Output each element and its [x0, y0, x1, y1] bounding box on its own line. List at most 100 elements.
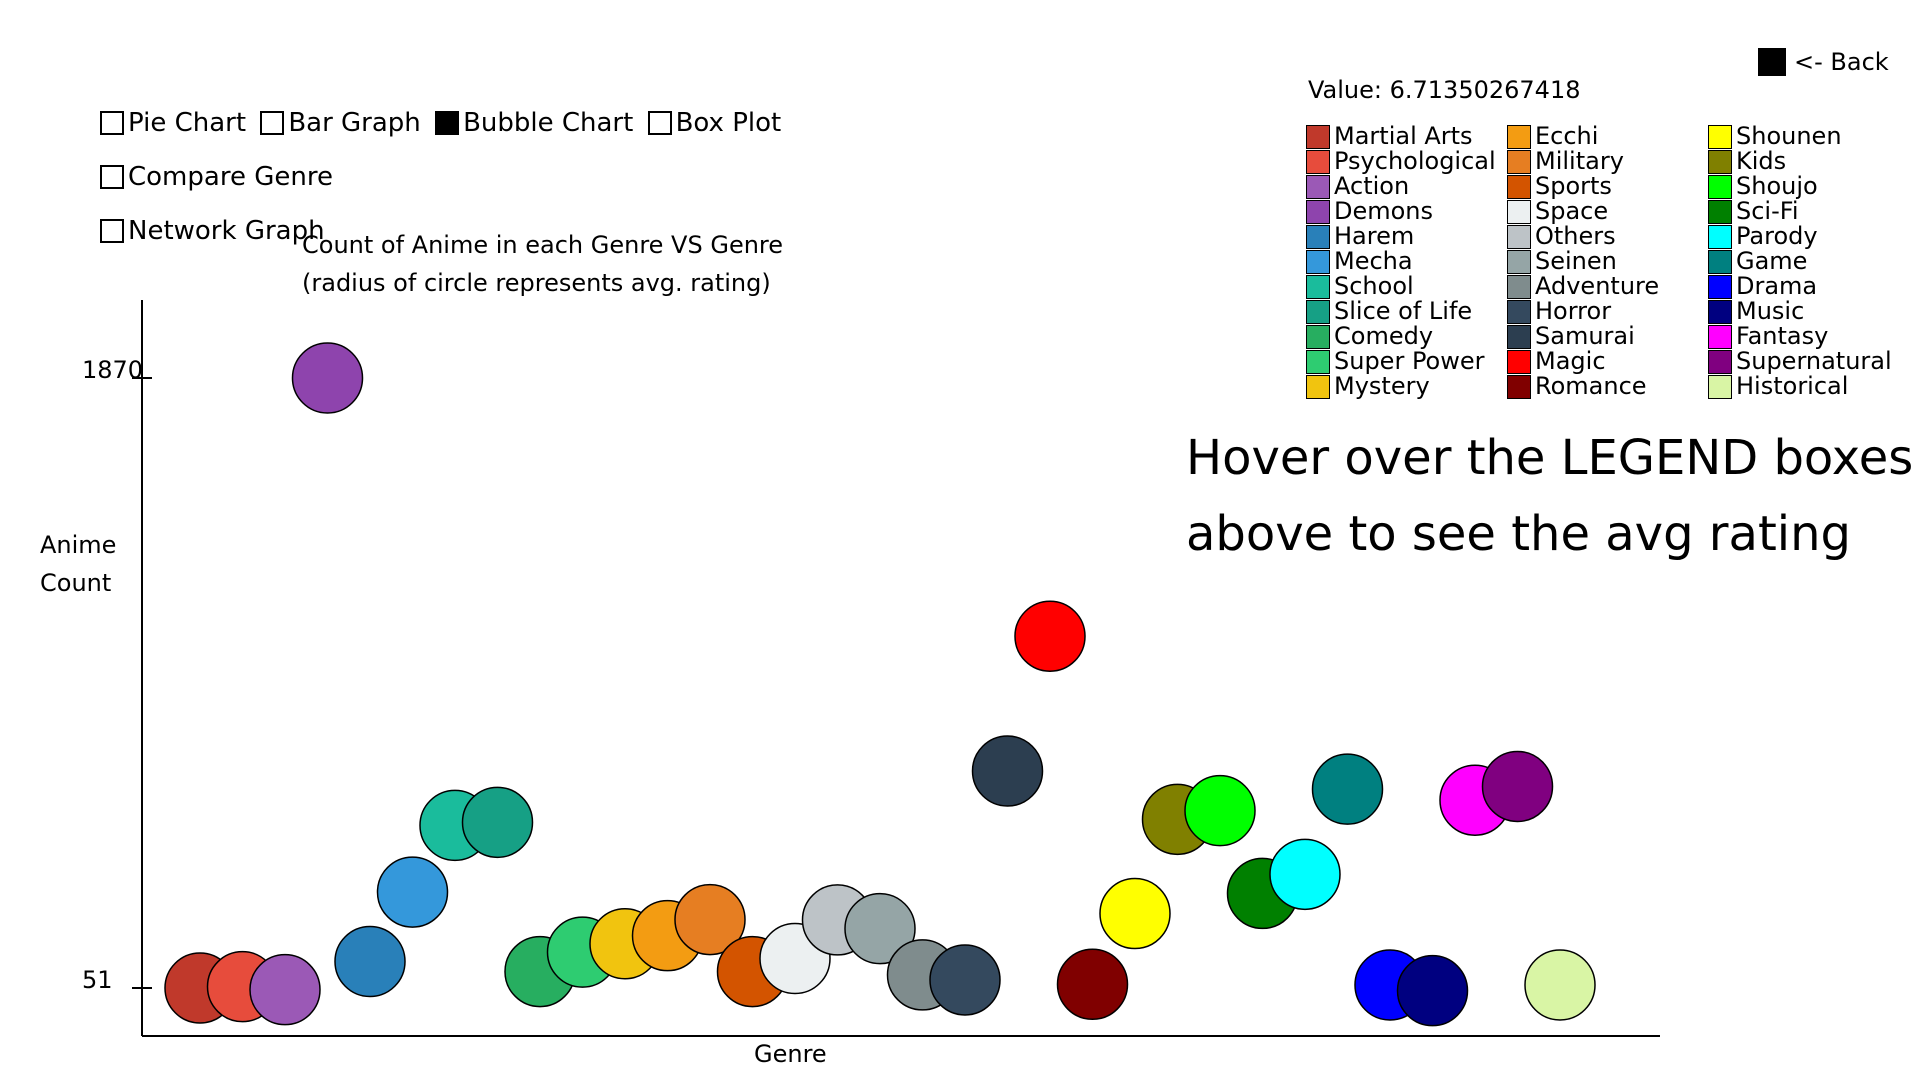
legend-swatch[interactable]	[1306, 349, 1330, 374]
legend-swatch[interactable]	[1507, 124, 1531, 149]
checkbox-checked-icon	[435, 111, 460, 135]
back-button[interactable]: <- Back	[1758, 48, 1889, 76]
bubble-demons[interactable]	[291, 342, 364, 414]
legend-item[interactable]: Parody	[1708, 224, 1909, 249]
legend-swatch[interactable]	[1507, 174, 1531, 199]
legend-label: Shounen	[1736, 122, 1842, 150]
tab-bubble-chart[interactable]: Bubble Chart	[435, 98, 633, 148]
legend-item[interactable]: Shounen	[1708, 124, 1909, 149]
legend-item[interactable]: Mystery	[1306, 374, 1507, 399]
legend-swatch[interactable]	[1306, 324, 1330, 349]
legend-swatch[interactable]	[1306, 374, 1330, 399]
bubble-shoujo[interactable]	[1184, 774, 1256, 847]
legend-column: Martial Arts Psychological Action Demons Har…	[1306, 124, 1507, 399]
bubble-samurai[interactable]	[971, 735, 1044, 807]
legend-item[interactable]: Fantasy	[1708, 324, 1909, 349]
bubble-game[interactable]	[1311, 753, 1384, 825]
legend-swatch[interactable]	[1708, 274, 1732, 299]
legend-label: Parody	[1736, 222, 1818, 250]
legend-item[interactable]: Supernatural	[1708, 349, 1909, 374]
legend-item[interactable]: Seinen	[1507, 249, 1708, 274]
legend-item[interactable]: School	[1306, 274, 1507, 299]
bubble-parody[interactable]	[1269, 838, 1341, 911]
legend-swatch[interactable]	[1507, 249, 1531, 274]
legend-item[interactable]: Others	[1507, 224, 1708, 249]
legend-item[interactable]: Comedy	[1306, 324, 1507, 349]
legend-swatch[interactable]	[1708, 124, 1732, 149]
legend-swatch[interactable]	[1306, 224, 1330, 249]
legend-item[interactable]: Military	[1507, 149, 1708, 174]
legend-swatch[interactable]	[1708, 249, 1732, 274]
bubble-seinen[interactable]	[844, 892, 916, 965]
legend-swatch[interactable]	[1708, 324, 1732, 349]
legend-item[interactable]: Mecha	[1306, 249, 1507, 274]
legend-swatch[interactable]	[1507, 199, 1531, 224]
legend-swatch[interactable]	[1708, 224, 1732, 249]
legend-swatch[interactable]	[1306, 149, 1330, 174]
legend-item[interactable]: Action	[1306, 174, 1507, 199]
legend-item[interactable]: Martial Arts	[1306, 124, 1507, 149]
legend-item[interactable]: Music	[1708, 299, 1909, 324]
legend-item[interactable]: Adventure	[1507, 274, 1708, 299]
legend-item[interactable]: Slice of Life	[1306, 299, 1507, 324]
legend-swatch[interactable]	[1507, 149, 1531, 174]
legend-label: Magic	[1535, 347, 1606, 375]
legend-item[interactable]: Magic	[1507, 349, 1708, 374]
legend-item[interactable]: Super Power	[1306, 349, 1507, 374]
tab-bar-graph[interactable]: Bar Graph	[260, 98, 421, 148]
legend-item[interactable]: Harem	[1306, 224, 1507, 249]
tab-label: Pie Chart	[128, 108, 247, 138]
bubble-horror[interactable]	[929, 944, 1001, 1016]
tab-network-graph[interactable]: Network Graph	[100, 206, 325, 256]
legend-swatch[interactable]	[1708, 374, 1732, 399]
legend-swatch[interactable]	[1507, 349, 1531, 374]
legend-swatch[interactable]	[1507, 374, 1531, 399]
legend-swatch[interactable]	[1708, 149, 1732, 174]
legend-swatch[interactable]	[1306, 274, 1330, 299]
legend-swatch[interactable]	[1507, 274, 1531, 299]
legend-item[interactable]: Shoujo	[1708, 174, 1909, 199]
bubble-music[interactable]	[1396, 954, 1469, 1027]
tab-box-plot[interactable]: Box Plot	[647, 98, 781, 148]
bubble-historical[interactable]	[1524, 949, 1596, 1021]
bubble-harem[interactable]	[334, 925, 406, 998]
legend-swatch[interactable]	[1507, 324, 1531, 349]
bubble-action[interactable]	[249, 953, 321, 1026]
legend-item[interactable]: Sports	[1507, 174, 1708, 199]
legend-swatch[interactable]	[1507, 299, 1531, 324]
legend-swatch[interactable]	[1708, 174, 1732, 199]
legend-item[interactable]: Game	[1708, 249, 1909, 274]
legend-swatch[interactable]	[1306, 174, 1330, 199]
legend-item[interactable]: Historical	[1708, 374, 1909, 399]
legend-item[interactable]: Psychological	[1306, 149, 1507, 174]
legend-item[interactable]: Romance	[1507, 374, 1708, 399]
tab-compare-genre[interactable]: Compare Genre	[100, 152, 333, 202]
legend-swatch[interactable]	[1708, 199, 1732, 224]
legend-item[interactable]: Horror	[1507, 299, 1708, 324]
bubble-supernatural[interactable]	[1481, 750, 1554, 823]
legend-swatch[interactable]	[1507, 224, 1531, 249]
legend-item[interactable]: Sci-Fi	[1708, 199, 1909, 224]
tab-pie-chart[interactable]: Pie Chart	[100, 98, 246, 148]
bubble-romance[interactable]	[1056, 948, 1129, 1021]
bubble-military[interactable]	[674, 883, 746, 956]
y-tick-label-top: 1870	[82, 356, 143, 384]
legend-item[interactable]: Drama	[1708, 274, 1909, 299]
bubble-mecha[interactable]	[376, 856, 449, 928]
legend-label: Others	[1535, 222, 1616, 250]
legend-item[interactable]: Kids	[1708, 149, 1909, 174]
bubble-magic[interactable]	[1014, 600, 1086, 672]
bubbles	[164, 342, 1596, 1027]
bubble-slice-of-life[interactable]	[461, 786, 534, 859]
legend-swatch[interactable]	[1306, 124, 1330, 149]
bubble-shounen[interactable]	[1099, 877, 1171, 950]
legend-swatch[interactable]	[1306, 199, 1330, 224]
legend-item[interactable]: Space	[1507, 199, 1708, 224]
legend-item[interactable]: Demons	[1306, 199, 1507, 224]
legend-swatch[interactable]	[1306, 249, 1330, 274]
legend-swatch[interactable]	[1708, 299, 1732, 324]
legend-swatch[interactable]	[1306, 299, 1330, 324]
legend-item[interactable]: Samurai	[1507, 324, 1708, 349]
legend-swatch[interactable]	[1708, 349, 1732, 374]
legend-item[interactable]: Ecchi	[1507, 124, 1708, 149]
